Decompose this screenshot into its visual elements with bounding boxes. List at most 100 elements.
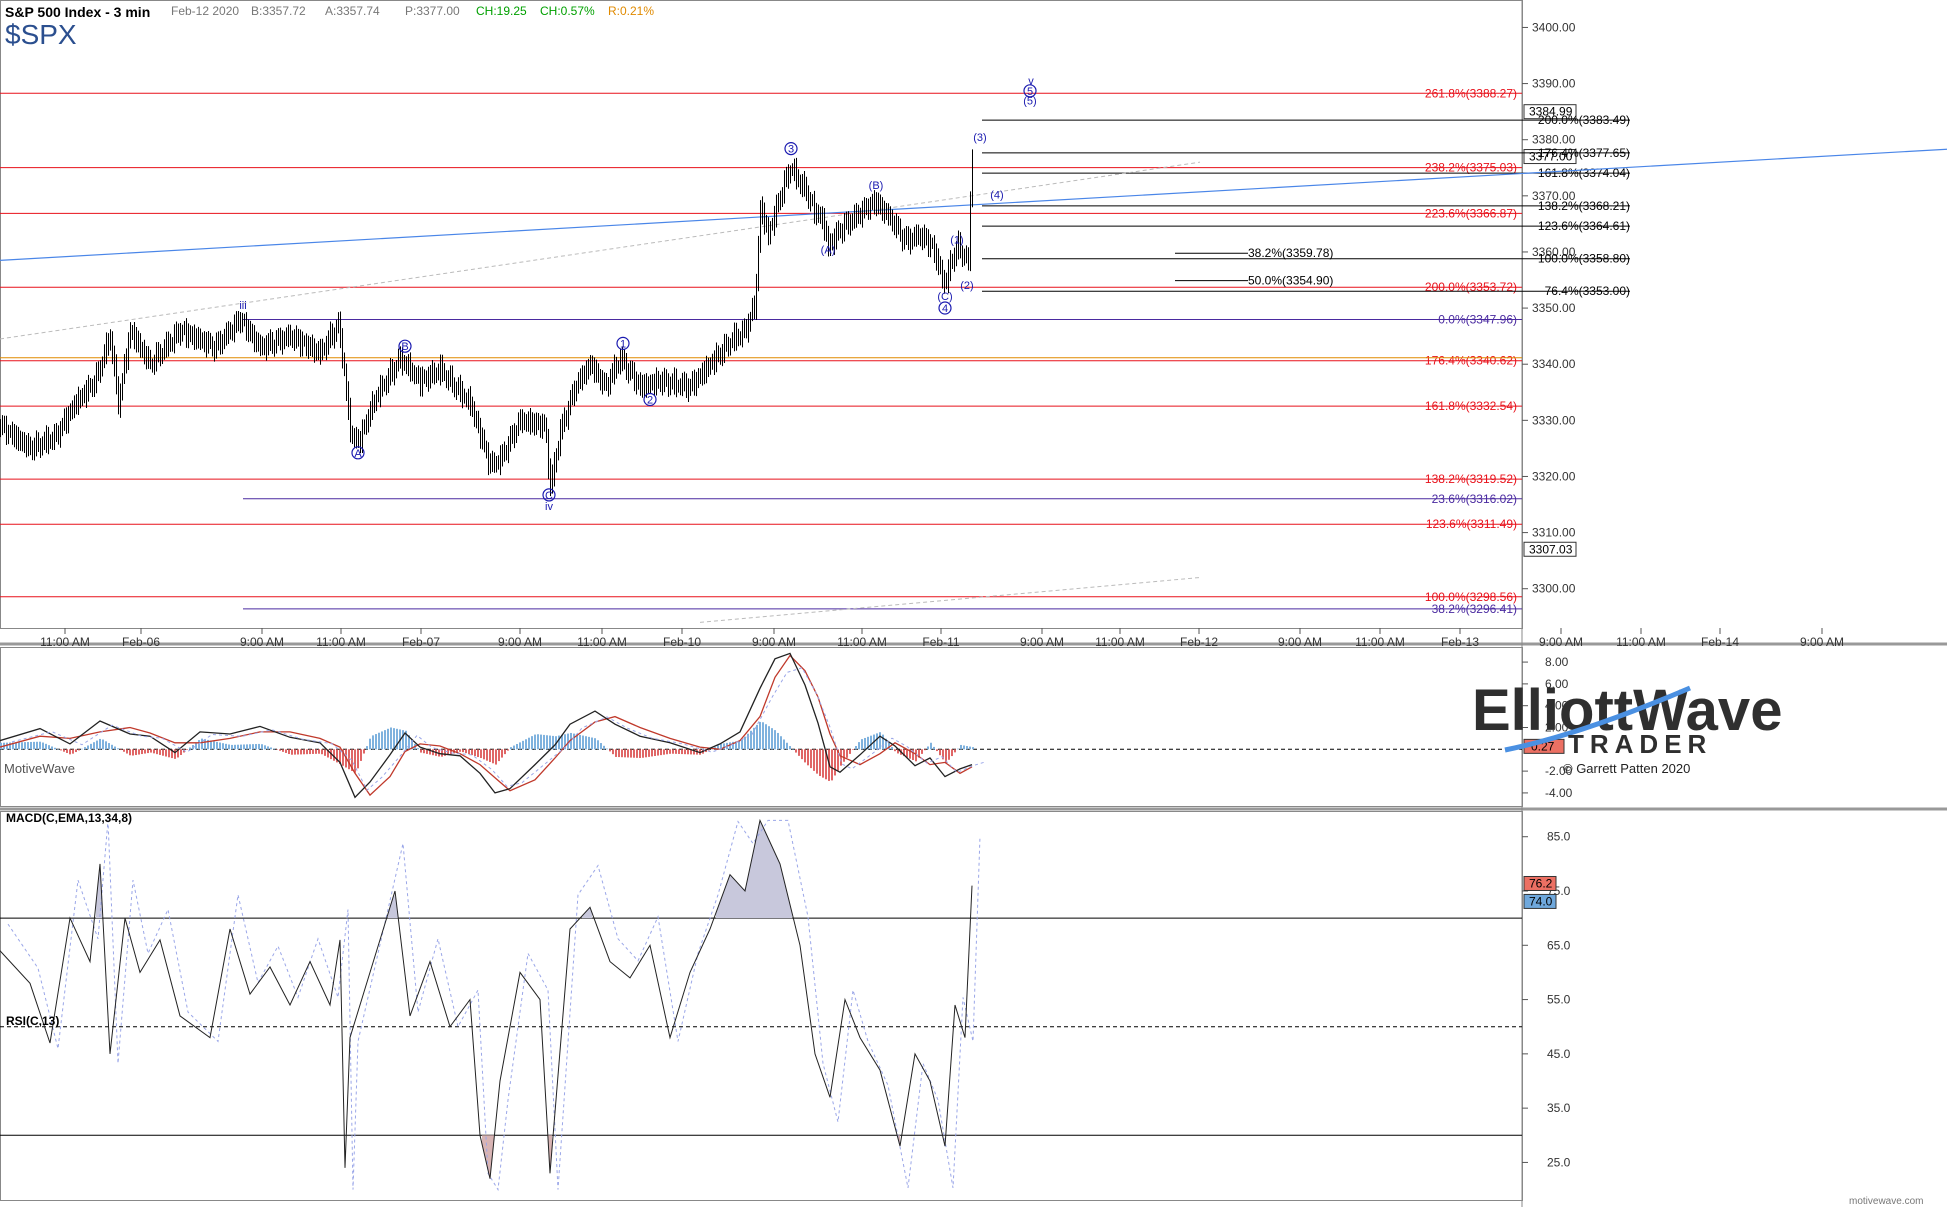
retrace-label: 38.2%(3359.78)	[1248, 246, 1333, 260]
macd-histogram-bar	[780, 736, 782, 750]
rsi-current-value: 76.2	[1529, 876, 1553, 890]
rsi-tick-label: 55.0	[1547, 993, 1571, 1007]
rsi-title: RSI(C,13)	[6, 1014, 59, 1028]
header-change: CH:19.25	[476, 4, 527, 18]
price-tick-label: 3360.00	[1532, 245, 1576, 259]
macd-histogram-bar	[261, 744, 263, 750]
guide-line	[0, 161, 1201, 340]
header-date: Feb-12 2020	[171, 4, 239, 18]
macd-histogram-bar	[66, 749, 68, 754]
macd-histogram-bar	[690, 749, 692, 755]
macd-histogram-bar	[276, 749, 278, 750]
macd-tick-label: 4.00	[1545, 699, 1569, 713]
rsi-tick-label: 35.0	[1547, 1101, 1571, 1115]
macd-histogram-bar	[597, 740, 599, 750]
macd-histogram-bar	[240, 744, 242, 750]
trend-line	[0, 148, 1947, 261]
macd-histogram-bar	[426, 749, 428, 754]
macd-histogram-bar	[645, 749, 647, 758]
macd-histogram-bar	[663, 749, 665, 755]
macd-histogram-bar	[906, 749, 908, 758]
macd-histogram-bar	[327, 749, 329, 758]
macd-histogram-bar	[684, 749, 686, 755]
macd-histogram-bar	[186, 749, 188, 751]
fib-level-label: 238.2%(3375.03)	[1425, 161, 1517, 175]
macd-histogram-bar	[534, 734, 536, 750]
macd-histogram-bar	[132, 749, 134, 756]
macd-histogram-bar	[951, 749, 953, 757]
header-ask: A:3357.74	[325, 4, 380, 18]
wave-label: C	[545, 490, 553, 502]
fib-level-label: 23.6%(3316.02)	[1432, 492, 1517, 506]
macd-histogram-bar	[855, 746, 857, 750]
fib-level-label: 123.6%(3311.49)	[1426, 517, 1517, 531]
price-label-box	[1523, 541, 1577, 557]
macd-tick-label: 2.00	[1545, 721, 1569, 735]
time-tick-label: Feb-10	[663, 635, 701, 649]
site-label: motivewave.com	[1849, 1196, 1923, 1207]
macd-histogram-bar	[51, 746, 53, 750]
header-bid: B:3357.72	[251, 4, 306, 18]
macd-histogram-bar	[189, 747, 191, 750]
fib-level-label: 38.2%(3296.41)	[1432, 602, 1517, 616]
macd-histogram-bar	[30, 741, 32, 750]
macd-histogram-bar	[249, 744, 251, 750]
macd-histogram-bar	[879, 732, 881, 750]
price-label-value: 3384.99	[1529, 105, 1573, 119]
macd-histogram-bar	[114, 746, 116, 750]
macd-histogram-bar	[945, 749, 947, 764]
macd-histogram-bar	[336, 749, 338, 763]
price-tick-label: 3300.00	[1532, 582, 1576, 596]
macd-histogram-bar	[156, 749, 158, 755]
macd-histogram-bar	[444, 749, 446, 756]
fibonacci-levels: 261.8%(3388.27) 238.2%(3375.03) 223.6%(336…	[0, 86, 1947, 623]
wave-label: 3	[788, 144, 794, 156]
macd-histogram-bar	[744, 736, 746, 750]
macd-histogram-bar	[60, 749, 62, 751]
price-tick-label: 3320.00	[1532, 469, 1576, 483]
macd-histogram-bar	[483, 749, 485, 760]
macd-histogram-bar	[972, 747, 974, 750]
time-tick-label: 11:00 AM	[577, 635, 627, 649]
macd-histogram-bar	[354, 749, 356, 773]
macd-histogram-bar	[651, 749, 653, 757]
wave-label: B	[401, 341, 408, 353]
macd-histogram-bar	[282, 749, 284, 752]
macd-histogram-bar	[798, 749, 800, 756]
macd-histogram-bar	[138, 749, 140, 755]
macd-histogram-bar	[420, 749, 422, 753]
macd-histogram-bar	[771, 728, 773, 750]
rsi-signal-box	[1523, 893, 1557, 909]
motivewave-label: MotiveWave	[4, 761, 75, 776]
time-tick-label: 9:00 AM	[752, 635, 796, 649]
wave-label: (1)	[950, 235, 963, 247]
macd-histogram-bar	[864, 737, 866, 750]
macd-histogram-bar	[774, 730, 776, 750]
macd-line	[0, 652, 973, 799]
macd-histogram-bar	[816, 749, 818, 774]
rsi-zone-fill	[582, 907, 592, 919]
macd-histogram-bar	[561, 734, 563, 750]
wave-circle-icon	[938, 301, 952, 315]
copyright-label: © Garrett Patten 2020	[1563, 761, 1690, 776]
macd-histogram-bar	[753, 727, 755, 750]
macd-histogram-bar	[648, 749, 650, 757]
macd-histogram-bar	[429, 749, 431, 755]
macd-histogram-bar	[765, 724, 767, 750]
macd-histogram-bar	[747, 733, 749, 750]
macd-tick-label: 6.00	[1545, 677, 1569, 691]
macd-histogram-bar	[90, 743, 92, 750]
time-tick-label: Feb-11	[922, 635, 959, 649]
macd-histogram-bar	[195, 742, 197, 750]
extension-label: 123.6%(3364.61)	[1538, 219, 1630, 233]
macd-histogram-bar	[576, 734, 578, 750]
wave-label: (3)	[973, 132, 986, 144]
macd-histogram-bar	[270, 747, 272, 750]
macd-histogram-bar	[510, 747, 512, 750]
macd-histogram-bar	[150, 749, 152, 753]
macd-histogram-bar	[153, 749, 155, 754]
macd-histogram-bar	[522, 740, 524, 750]
wave-label: (2)	[960, 280, 973, 292]
fib-level-label: 138.2%(3319.52)	[1425, 472, 1517, 486]
macd-histogram-bar	[99, 738, 101, 750]
